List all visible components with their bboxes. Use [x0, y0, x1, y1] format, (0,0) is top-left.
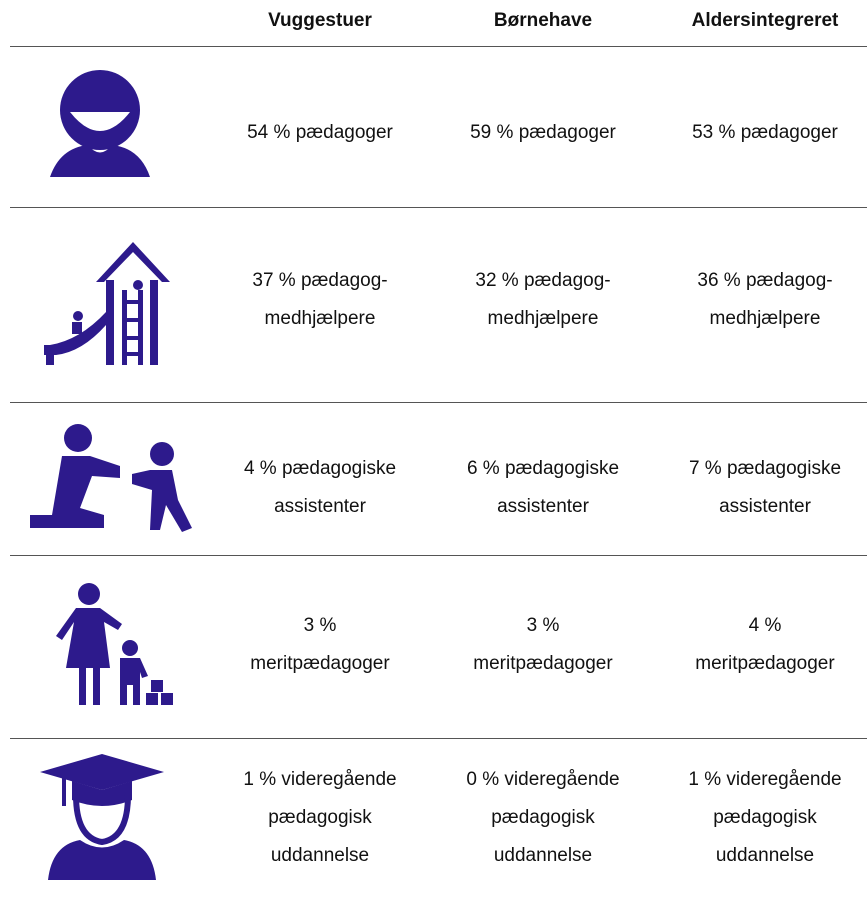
row-separator	[10, 738, 867, 739]
cell-text: pædagogisk	[268, 807, 372, 828]
cell-text: uddannelse	[270, 845, 370, 866]
icon-person	[50, 70, 150, 177]
row-separator	[10, 207, 867, 208]
cell-text: 37 % pædagog-	[252, 270, 388, 291]
cell-text: 59 % pædagoger	[470, 122, 616, 143]
row-separator	[10, 46, 867, 47]
cell-text: meritpædagoger	[473, 653, 613, 674]
cell-text: assistenter	[274, 496, 366, 517]
cell-text: 1 % videregående	[243, 769, 397, 790]
icon-playground	[44, 242, 170, 365]
row-separator	[10, 555, 867, 556]
cell-text: assistenter	[719, 496, 811, 517]
cell-text: pædagogisk	[491, 807, 595, 828]
cell-text: 6 % pædagogiske	[466, 458, 620, 479]
cell-text: uddannelse	[715, 845, 815, 866]
cell-text: medhjælpere	[264, 308, 376, 329]
cell-text: 36 % pædagog-	[697, 270, 833, 291]
icons	[30, 70, 192, 880]
icon-graduate	[40, 754, 164, 880]
cell-text: 7 % pædagogiske	[688, 458, 842, 479]
cell-text: 54 % pædagoger	[247, 122, 393, 143]
cell-text: meritpædagoger	[695, 653, 835, 674]
cell-text: assistenter	[497, 496, 589, 517]
icon-adult-child	[30, 424, 192, 532]
cell-text: 1 % videregående	[688, 769, 842, 790]
cell-text: 32 % pædagog-	[475, 270, 611, 291]
icon-woman-child	[56, 583, 173, 705]
column-header: Børnehave	[493, 10, 593, 31]
cell-text: pædagogisk	[713, 807, 817, 828]
cell-text: medhjælpere	[709, 308, 821, 329]
cell-text: 0 % videregående	[466, 769, 620, 790]
cell-text: meritpædagoger	[250, 653, 390, 674]
column-header: Vuggestuer	[268, 10, 372, 31]
cell-text: 4 % pædagogiske	[243, 458, 397, 479]
column-header: Aldersintegreret	[691, 10, 839, 31]
cell-text: medhjælpere	[487, 308, 599, 329]
cell-text: uddannelse	[493, 845, 593, 866]
row-separator	[10, 402, 867, 403]
cell-text: 4 %	[748, 615, 782, 636]
cell-text: 3 %	[526, 615, 560, 636]
cell-text: 3 %	[303, 615, 337, 636]
cell-text: 53 % pædagoger	[692, 122, 838, 143]
